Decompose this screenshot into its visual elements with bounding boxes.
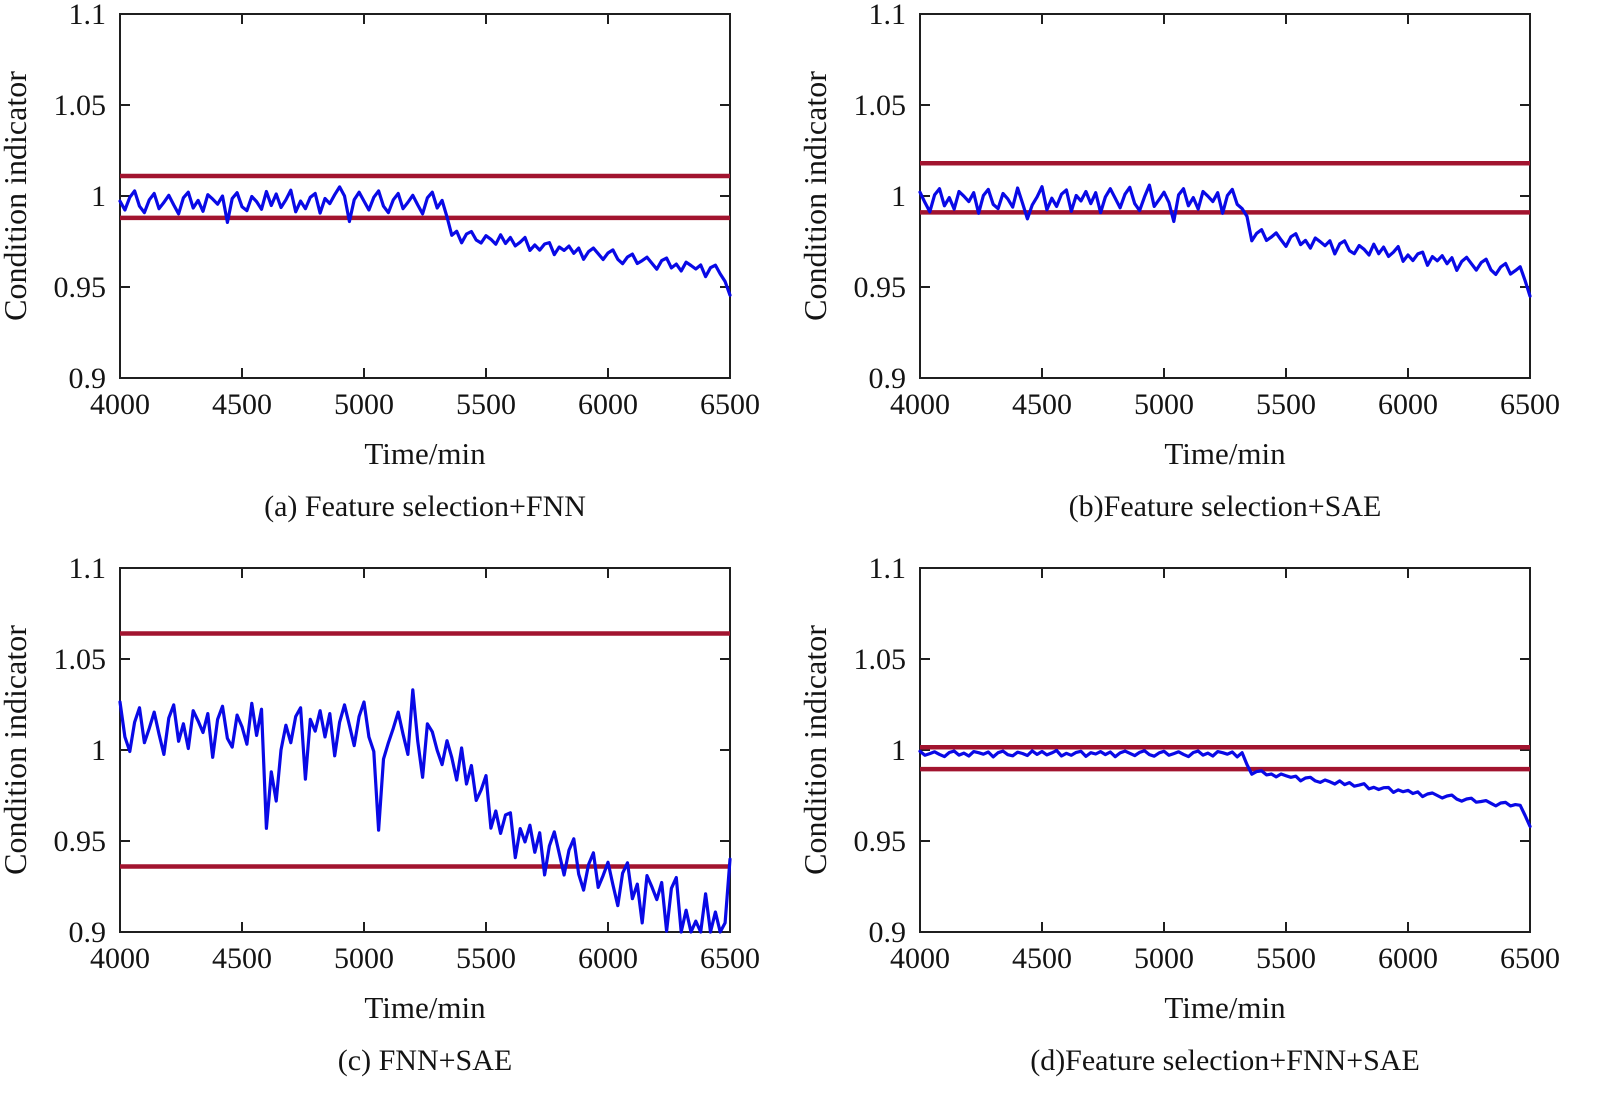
chart-canvas: 4000 4500 5000 5500 6000 6500 0.9 0.95 1 1.05 1.1 xyxy=(854,0,1561,421)
y-tick-label: 0.9 xyxy=(869,916,907,949)
subplot-caption: (b)Feature selection+SAE xyxy=(1069,490,1382,523)
y-axis-label: Condition indicator xyxy=(0,71,33,321)
x-tick-label: 5500 xyxy=(1256,942,1316,975)
y-tick-label: 0.95 xyxy=(854,271,907,304)
x-tick-label: 5000 xyxy=(334,388,394,421)
condition-indicator-line xyxy=(118,185,732,297)
y-tick-label: 0.9 xyxy=(69,362,107,395)
y-tick-label: 0.9 xyxy=(869,362,907,395)
x-tick-label: 6000 xyxy=(578,388,638,421)
y-tick-label: 1.1 xyxy=(869,0,907,31)
chart-d: 4000 4500 5000 5500 6000 65000.90.9511.051.1 … xyxy=(800,554,1561,1077)
x-tick-label: 6500 xyxy=(1500,942,1560,975)
y-tick-label: 0.95 xyxy=(54,271,107,304)
subplot-c: 4000 4500 5000 5500 6000 6500 0.9 0.95 1 1.05 1.1 … xyxy=(0,554,800,1108)
x-tick-label: 6000 xyxy=(1378,388,1438,421)
y-tick-label: 1.05 xyxy=(54,89,107,122)
y-tick-label: 1 xyxy=(891,180,906,213)
y-tick-label: 1.05 xyxy=(854,643,907,676)
x-tick-label: 4000 xyxy=(90,388,150,421)
y-axis-label: Condition indicator xyxy=(0,625,33,875)
condition-indicator-line xyxy=(918,183,1532,298)
x-axis-label: Time/min xyxy=(364,436,486,471)
y-tick-label: 1.05 xyxy=(854,89,907,122)
chart-b: 4000 4500 5000 5500 6000 65000.90.9511.051.1 … xyxy=(800,0,1561,523)
subplot-a: 4000 4500 5000 5500 6000 6500 0.9 0.95 1 1.05 1.1 … xyxy=(0,0,800,554)
x-tick-label: 6000 xyxy=(578,942,638,975)
x-tick-label: 6500 xyxy=(700,388,760,421)
x-tick-label: 4500 xyxy=(212,942,272,975)
y-tick-label: 1.05 xyxy=(54,643,107,676)
subplot-b: 4000 4500 5000 5500 6000 6500 0.9 0.95 1 1.05 1.1 … xyxy=(800,0,1600,554)
y-tick-label: 1.1 xyxy=(69,0,107,31)
y-tick-label: 0.9 xyxy=(69,916,107,949)
subplot-caption: (c) FNN+SAE xyxy=(338,1044,512,1077)
x-tick-label: 4500 xyxy=(212,388,272,421)
x-tick-label: 4000 xyxy=(890,388,950,421)
y-tick-label: 1.1 xyxy=(869,554,907,585)
x-tick-label: 6000 xyxy=(1378,942,1438,975)
subplot-d: 4000 4500 5000 5500 6000 6500 0.9 0.95 1 1.05 1.1 … xyxy=(800,554,1600,1108)
y-tick-label: 1 xyxy=(91,734,106,767)
x-tick-label: 4000 xyxy=(90,942,150,975)
plot-box xyxy=(919,13,1531,379)
x-tick-label: 5500 xyxy=(1256,388,1316,421)
y-tick-label: 0.95 xyxy=(854,825,907,858)
chart-canvas: 4000 4500 5000 5500 6000 6500 0.9 0.95 1 1.05 1.1 xyxy=(854,554,1561,975)
plot-box xyxy=(119,13,731,379)
y-axis-label: Condition indicator xyxy=(800,625,833,875)
x-tick-label: 5000 xyxy=(1134,388,1194,421)
x-axis-label: Time/min xyxy=(364,990,486,1025)
condition-indicator-line xyxy=(918,748,1532,828)
x-axis-label: Time/min xyxy=(1164,990,1286,1025)
x-tick-label: 6500 xyxy=(1500,388,1560,421)
y-tick-label: 0.95 xyxy=(54,825,107,858)
chart-canvas: 4000 4500 5000 5500 6000 6500 0.9 0.95 1 1.05 1.1 xyxy=(54,0,761,421)
y-tick-label: 1 xyxy=(91,180,106,213)
condition-indicator-line xyxy=(118,688,732,934)
y-tick-label: 1 xyxy=(891,734,906,767)
x-tick-label: 5000 xyxy=(334,942,394,975)
x-tick-label: 4500 xyxy=(1012,388,1072,421)
chart-canvas: 4000 4500 5000 5500 6000 6500 0.9 0.95 1 1.05 1.1 xyxy=(54,554,761,975)
chart-c: 4000 4500 5000 5500 6000 65000.90.9511.051.1 … xyxy=(0,554,761,1077)
x-tick-label: 5500 xyxy=(456,942,516,975)
x-tick-label: 4500 xyxy=(1012,942,1072,975)
subplot-caption: (a) Feature selection+FNN xyxy=(264,490,586,523)
x-tick-label: 6500 xyxy=(700,942,760,975)
x-axis-label: Time/min xyxy=(1164,436,1286,471)
chart-a: 4000 4500 5000 5500 6000 65000.90.9511.051.1 … xyxy=(0,0,761,523)
y-axis-label: Condition indicator xyxy=(800,71,833,321)
plot-box xyxy=(919,567,1531,933)
subplot-caption: (d)Feature selection+FNN+SAE xyxy=(1030,1044,1420,1077)
x-tick-label: 4000 xyxy=(890,942,950,975)
x-tick-label: 5500 xyxy=(456,388,516,421)
plot-box xyxy=(119,567,731,933)
x-tick-label: 5000 xyxy=(1134,942,1194,975)
y-tick-label: 1.1 xyxy=(69,554,107,585)
